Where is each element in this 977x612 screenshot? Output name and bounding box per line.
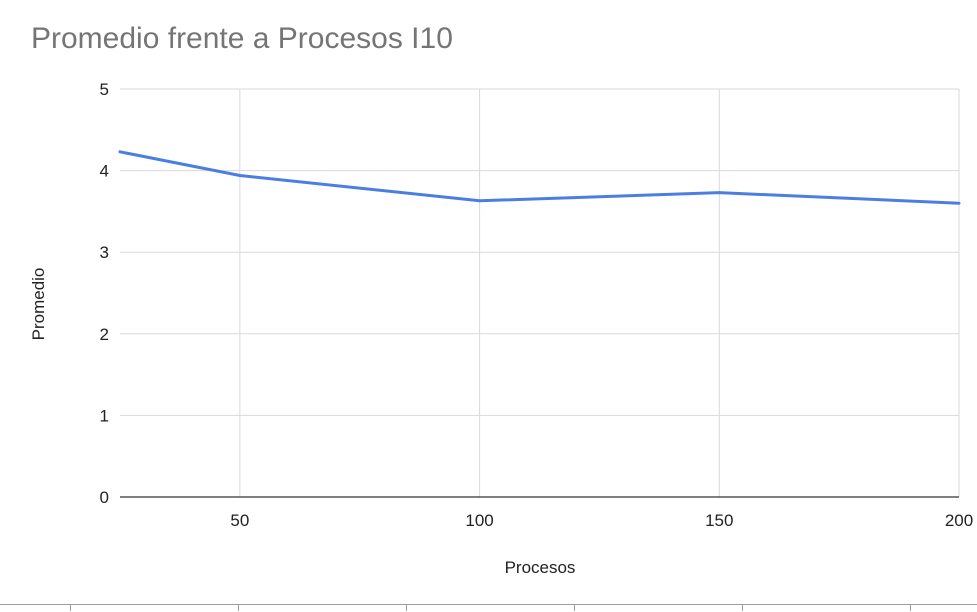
- data-point: [958, 202, 961, 205]
- y-tick-label: 4: [100, 162, 109, 181]
- data-point: [238, 174, 241, 177]
- x-axis-title: Procesos: [505, 558, 576, 577]
- bottom-ruler: [0, 604, 977, 612]
- data-point: [478, 199, 481, 202]
- ruler-tick: [574, 605, 575, 611]
- chart-title: Promedio frente a Procesos I10: [31, 22, 453, 55]
- data-point: [718, 191, 721, 194]
- y-tick-label: 1: [100, 406, 109, 425]
- gridlines: [120, 88, 960, 497]
- tick-labels: 0 1 2 3 4 5 50 100 150 200: [100, 80, 974, 530]
- data-point: [119, 150, 122, 153]
- ruler-tick: [406, 605, 407, 611]
- y-tick-label: 3: [100, 243, 109, 262]
- ruler-tick: [238, 605, 239, 611]
- x-tick-label: 50: [230, 511, 249, 530]
- series-line: [118, 150, 961, 205]
- y-tick-label: 0: [100, 488, 109, 507]
- y-tick-label: 5: [100, 80, 109, 99]
- y-axis-title: Promedio: [29, 268, 48, 341]
- series-layer: [118, 150, 961, 205]
- x-tick-label: 150: [705, 511, 733, 530]
- ruler-tick: [910, 605, 911, 611]
- x-tick-label: 100: [465, 511, 493, 530]
- y-tick-label: 2: [100, 325, 109, 344]
- x-tick-label: 200: [945, 511, 973, 530]
- ruler-tick: [70, 605, 71, 611]
- ruler-tick: [742, 605, 743, 611]
